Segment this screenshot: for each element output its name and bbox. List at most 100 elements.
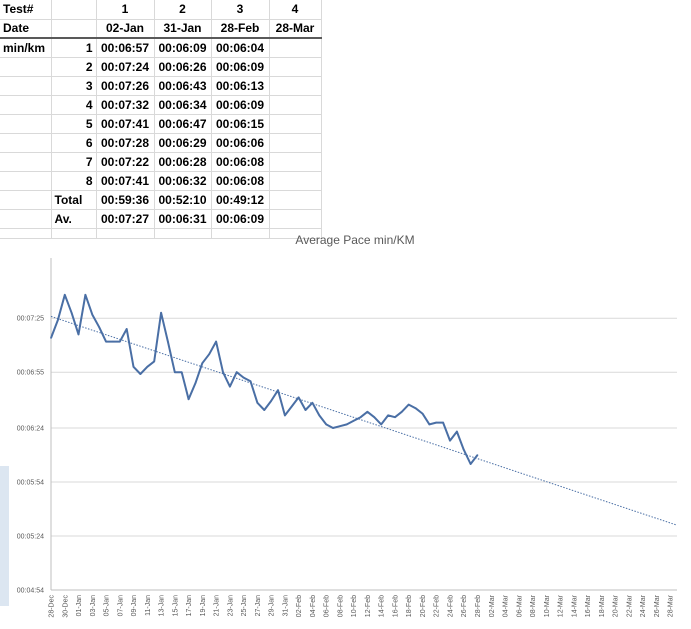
table-cell[interactable]: 00:06:04 bbox=[211, 38, 270, 58]
table-cell[interactable]: 00:06:15 bbox=[211, 114, 270, 134]
chart-data-point bbox=[352, 420, 355, 422]
table-cell[interactable] bbox=[269, 190, 322, 210]
table-cell[interactable] bbox=[211, 228, 270, 239]
table-cell[interactable]: 00:07:28 bbox=[96, 133, 155, 153]
table-cell[interactable]: 00:06:09 bbox=[154, 38, 212, 58]
table-cell[interactable]: 28-Mar bbox=[269, 19, 322, 39]
chart-data-point bbox=[428, 423, 431, 426]
table-cell[interactable]: 00:06:29 bbox=[154, 133, 212, 153]
table-cell[interactable] bbox=[51, 0, 97, 20]
table-cell[interactable] bbox=[0, 171, 52, 191]
chart-data-point bbox=[414, 407, 417, 409]
table-cell[interactable]: 2 bbox=[154, 0, 212, 20]
chart-data-point bbox=[462, 448, 465, 451]
table-cell[interactable]: Date bbox=[0, 19, 52, 39]
table-cell[interactable]: 6 bbox=[51, 133, 97, 153]
table-cell[interactable] bbox=[0, 76, 52, 96]
table-cell[interactable]: 00:06:28 bbox=[154, 152, 212, 172]
table-cell[interactable]: 8 bbox=[51, 171, 97, 191]
table-row: 2 00:07:24 00:06:26 00:06:09 bbox=[0, 57, 322, 77]
table-cell[interactable]: 00:52:10 bbox=[154, 190, 212, 210]
table-cell[interactable] bbox=[0, 114, 52, 134]
table-cell[interactable]: 00:59:36 bbox=[96, 190, 155, 210]
table-cell[interactable] bbox=[269, 152, 322, 172]
table-cell[interactable] bbox=[269, 114, 322, 134]
table-cell[interactable]: 00:07:41 bbox=[96, 171, 155, 191]
table-cell[interactable]: 1 bbox=[51, 38, 97, 58]
table-cell[interactable]: 4 bbox=[51, 95, 97, 115]
table-cell[interactable]: 00:07:24 bbox=[96, 57, 155, 77]
x-tick-label: 18-Mar bbox=[599, 594, 606, 617]
table-cell[interactable] bbox=[51, 19, 97, 39]
table-cell[interactable]: 00:06:57 bbox=[96, 38, 155, 58]
table-cell[interactable]: 00:06:09 bbox=[211, 57, 270, 77]
table-cell[interactable] bbox=[0, 190, 52, 210]
chart-data-point bbox=[290, 405, 293, 408]
chart-data-point bbox=[180, 371, 183, 373]
table-cell[interactable]: 00:07:32 bbox=[96, 95, 155, 115]
table-cell[interactable]: 3 bbox=[51, 76, 97, 96]
table-cell[interactable] bbox=[269, 38, 322, 58]
table-cell[interactable] bbox=[269, 209, 322, 229]
x-tick-label: 12-Feb bbox=[365, 595, 372, 617]
table-cell[interactable] bbox=[0, 57, 52, 77]
table-cell[interactable]: 7 bbox=[51, 152, 97, 172]
table-cell[interactable] bbox=[269, 133, 322, 153]
chart-data-point bbox=[242, 376, 245, 379]
table-cell[interactable]: 00:06:08 bbox=[211, 152, 270, 172]
table-cell[interactable] bbox=[269, 95, 322, 115]
table-cell[interactable]: 00:49:12 bbox=[211, 190, 270, 210]
table-cell[interactable]: 00:06:43 bbox=[154, 76, 212, 96]
chart-data-point bbox=[229, 385, 231, 388]
table-cell[interactable]: Test# bbox=[0, 0, 52, 20]
chart-data-point bbox=[256, 402, 259, 404]
table-cell[interactable]: 00:06:08 bbox=[211, 171, 270, 191]
table-cell[interactable]: 00:06:06 bbox=[211, 133, 270, 153]
x-tick-label: 23-Jan bbox=[227, 595, 234, 617]
table-cell[interactable]: 4 bbox=[269, 0, 322, 20]
x-tick-label: 09-Jan bbox=[131, 595, 138, 617]
table-cell[interactable]: 00:07:41 bbox=[96, 114, 155, 134]
table-cell[interactable] bbox=[269, 57, 322, 77]
table-cell[interactable] bbox=[96, 228, 155, 239]
table-cell[interactable] bbox=[0, 209, 52, 229]
table-cell[interactable] bbox=[51, 228, 97, 239]
table-cell[interactable] bbox=[269, 228, 322, 239]
table-cell[interactable]: min/km bbox=[0, 38, 52, 58]
table-cell[interactable] bbox=[154, 228, 212, 239]
table-cell[interactable]: 00:07:22 bbox=[96, 152, 155, 172]
table-cell[interactable]: 31-Jan bbox=[154, 19, 212, 39]
table-cell[interactable] bbox=[269, 76, 322, 96]
table-cell[interactable]: 00:07:27 bbox=[96, 209, 155, 229]
table-cell[interactable]: 28-Feb bbox=[211, 19, 270, 39]
chart-data-point bbox=[339, 425, 341, 427]
table-cell[interactable] bbox=[0, 133, 52, 153]
x-tick-label: 01-Jan bbox=[76, 595, 83, 617]
table-cell[interactable]: 00:06:32 bbox=[154, 171, 212, 191]
table-cell[interactable] bbox=[0, 95, 52, 115]
chart-data-point bbox=[277, 389, 279, 391]
table-cell[interactable]: Total bbox=[51, 190, 97, 210]
x-tick-label: 24-Feb bbox=[447, 595, 454, 617]
table-cell[interactable]: Av. bbox=[51, 209, 97, 229]
chart-data-point bbox=[50, 337, 52, 339]
table-cell[interactable]: 00:06:31 bbox=[154, 209, 212, 229]
chart-data-point bbox=[394, 416, 396, 418]
table-cell[interactable]: 00:07:26 bbox=[96, 76, 155, 96]
x-tick-label: 15-Jan bbox=[172, 595, 179, 617]
table-cell[interactable] bbox=[269, 171, 322, 191]
table-cell[interactable]: 2 bbox=[51, 57, 97, 77]
table-cell[interactable]: 5 bbox=[51, 114, 97, 134]
table-cell[interactable]: 00:06:09 bbox=[211, 95, 270, 115]
table-cell[interactable]: 00:06:26 bbox=[154, 57, 212, 77]
table-cell[interactable]: 00:06:13 bbox=[211, 76, 270, 96]
table-cell[interactable]: 02-Jan bbox=[96, 19, 155, 39]
table-cell[interactable] bbox=[0, 152, 52, 172]
x-tick-label: 19-Jan bbox=[200, 595, 207, 617]
table-cell[interactable]: 3 bbox=[211, 0, 270, 20]
table-cell[interactable]: 1 bbox=[96, 0, 155, 20]
table-cell[interactable]: 00:06:09 bbox=[211, 209, 270, 229]
table-cell[interactable]: 00:06:34 bbox=[154, 95, 212, 115]
table-cell[interactable]: 00:06:47 bbox=[154, 114, 212, 134]
table-cell[interactable] bbox=[0, 228, 52, 239]
